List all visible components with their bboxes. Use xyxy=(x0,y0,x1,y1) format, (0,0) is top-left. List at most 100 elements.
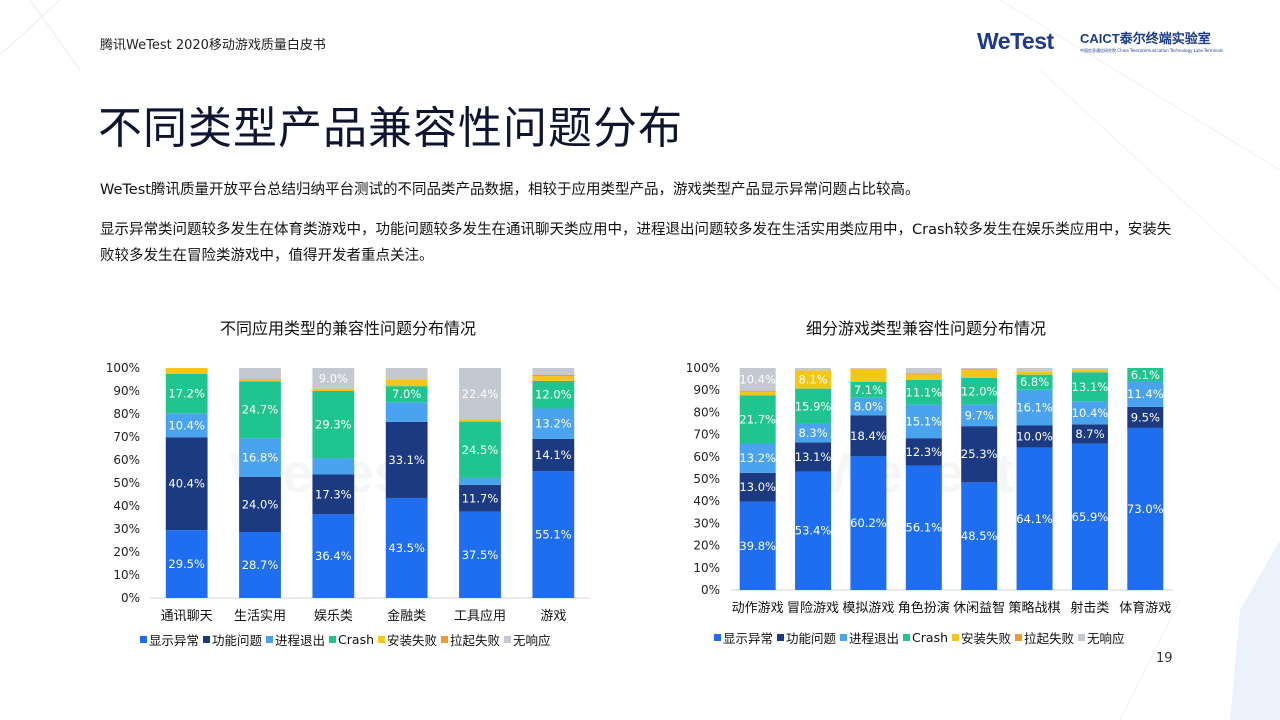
chart1-bar-segment xyxy=(312,514,355,598)
legend-label: 进程退出 xyxy=(849,631,900,646)
legend-swatch xyxy=(266,636,274,643)
chart2-bar-segment xyxy=(739,443,776,473)
chart1-bar-segment xyxy=(239,381,281,439)
chart2-bar-segment xyxy=(739,391,776,396)
legend-swatch xyxy=(1015,634,1023,641)
chart1-ytick-label: 100% xyxy=(106,361,140,375)
chart2-legend-item: 无响应 xyxy=(1078,628,1125,647)
chart1-bar-segment xyxy=(239,368,281,380)
legend-label: 安装失败 xyxy=(387,633,438,648)
chart1-data-label: 43.5% xyxy=(388,541,425,555)
legend-label: 显示异常 xyxy=(149,633,200,648)
chart2-ytick-label: 40% xyxy=(693,494,720,508)
chart2-bar-segment xyxy=(905,373,942,375)
page-number: 19 xyxy=(1156,651,1173,666)
chart2-bar-segment xyxy=(850,368,887,382)
chart1-category-label: 游戏 xyxy=(540,609,566,624)
chart2-bar-segment xyxy=(1016,389,1053,426)
chart2-data-label: 8.0% xyxy=(854,400,883,414)
chart1-data-label: 24.7% xyxy=(242,403,279,417)
chart1-ytick-label: 70% xyxy=(113,430,140,444)
chart1-title: 不同应用类型的兼容性问题分布情况 xyxy=(220,319,477,338)
chart2-data-label: 7.1% xyxy=(854,383,883,397)
chart2-legend-item: 显示异常 xyxy=(714,628,773,647)
chart1-data-label: 40.4% xyxy=(168,477,205,491)
chart2-bar-segment xyxy=(905,379,942,405)
chart2-category-label: 模拟游戏 xyxy=(842,601,894,616)
chart2-bar-segment xyxy=(1016,374,1053,390)
chart1-bar-segment xyxy=(459,484,501,512)
chart2-data-label: 10.0% xyxy=(1016,430,1053,444)
chart1-bar-segment xyxy=(385,402,428,422)
chart2-data-label: 8.1% xyxy=(798,373,827,387)
chart1-data-label: 17.3% xyxy=(315,487,352,501)
legend-swatch xyxy=(441,636,449,643)
chart1-bar-segment xyxy=(239,476,281,532)
chart1-data-label: 36.4% xyxy=(315,549,352,563)
chart1-bar-segment xyxy=(165,530,208,598)
chart2-category-label: 策略战棋 xyxy=(1009,600,1061,616)
legend-swatch xyxy=(203,636,211,643)
chart2-title: 细分游戏类型兼容性问题分布情况 xyxy=(806,319,1047,338)
legend-label: 进程退出 xyxy=(275,633,326,648)
chart2-legend-item: Crash xyxy=(903,628,948,647)
chart2-data-label: 10.4% xyxy=(1072,406,1109,420)
chart2-data-label: 21.7% xyxy=(739,412,776,426)
chart2-ytick-label: 0% xyxy=(701,583,720,597)
chart1-bar-segment xyxy=(459,368,501,420)
chart2-bar-segment xyxy=(739,368,776,392)
chart1-data-label: 37.5% xyxy=(462,548,499,562)
chart1-bar-segment xyxy=(532,380,575,409)
chart2-ytick-label: 80% xyxy=(693,405,720,419)
chart2-bar-segment xyxy=(795,423,832,443)
chart1-legend-item: 拉起失败 xyxy=(441,630,500,649)
chart1-category-label: 金融类 xyxy=(387,608,426,624)
chart1-bar-segment xyxy=(532,471,575,598)
chart1-data-label: 11.7% xyxy=(462,491,499,505)
chart1: 0% 10% 20% 30% 40% 50% 60% 70% 80% 90% 100% 29.5% 40… xyxy=(106,361,590,624)
chart2-bar-segment xyxy=(961,377,998,405)
chart1-data-label: 24.0% xyxy=(242,497,279,511)
legend-label: 功能问题 xyxy=(212,633,263,648)
chart2-data-label: 12.0% xyxy=(961,384,998,398)
chart2-bar-segment xyxy=(961,368,998,370)
chart2-data-label: 13.1% xyxy=(795,450,832,464)
chart1-bar-segment xyxy=(165,373,208,414)
chart2-bar-segment xyxy=(795,370,832,389)
chart2-bar-segment xyxy=(961,370,998,378)
chart2-bar-segment xyxy=(739,472,776,502)
chart2-data-label: 64.1% xyxy=(1016,512,1053,526)
chart2-data-label: 10.4% xyxy=(739,373,776,387)
chart1-legend-item: 进程退出 xyxy=(266,630,325,649)
chart1-bar-segment xyxy=(312,391,355,459)
caict-logo: CAICT泰尔终端实验室 中国信息通信研究院 China Telecommuni… xyxy=(1080,28,1223,54)
chart1-category-label: 通讯聊天 xyxy=(161,609,213,624)
chart2-bar-segment xyxy=(905,438,942,466)
chart2-bar-segment xyxy=(850,456,887,590)
chart2-ytick-label: 90% xyxy=(693,383,720,397)
chart2-data-label: 13.0% xyxy=(739,480,776,494)
chart1-bar-segment xyxy=(459,421,501,478)
page-title: 不同类型产品兼容性问题分布 xyxy=(98,103,683,154)
chart2-data-label: 6.8% xyxy=(1020,375,1049,389)
chart1-bar-segment xyxy=(385,379,428,387)
chart1-ytick-label: 60% xyxy=(113,453,140,467)
chart2-bar-segment xyxy=(961,482,998,590)
chart1-ytick-label: 80% xyxy=(113,407,140,421)
chart1-data-label: 17.2% xyxy=(168,387,205,401)
chart2-bar-segment xyxy=(905,368,942,374)
chart1-ytick-label: 90% xyxy=(113,384,140,398)
legend-label: 无响应 xyxy=(513,633,551,648)
report-label: 腾讯WeTest 2020移动游戏质量白皮书 xyxy=(100,38,326,53)
chart1-bar-segment xyxy=(312,388,355,391)
chart2-bar-segment xyxy=(905,404,942,439)
chart2-bar-segment xyxy=(739,391,776,392)
chart2-bar-segment xyxy=(1071,369,1108,373)
legend-swatch xyxy=(1078,634,1086,641)
chart1-ytick-label: 0% xyxy=(121,591,140,605)
chart2-bar-segment xyxy=(905,374,942,380)
chart1-bar-segment xyxy=(312,474,355,515)
chart2-bar-segment xyxy=(1071,424,1108,444)
chart1-bar-segment xyxy=(459,511,501,598)
paragraph-summary: WeTest腾讯质量开放平台总结归纳平台测试的不同品类产品数据，相较于应用类型产… xyxy=(100,182,920,198)
